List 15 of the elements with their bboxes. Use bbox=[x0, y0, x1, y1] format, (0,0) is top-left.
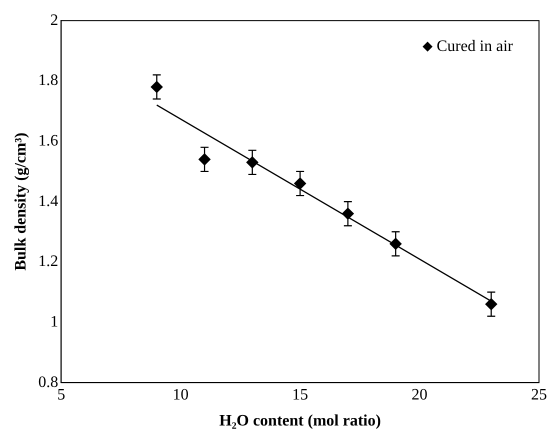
y-tick-label: 1.4 bbox=[38, 192, 58, 210]
x-tick-label: 25 bbox=[531, 386, 547, 404]
x-tick-label: 15 bbox=[292, 386, 308, 404]
y-axis-title: Bulk density (g/cm³) bbox=[12, 132, 30, 271]
y-tick-label: 1 bbox=[50, 313, 58, 330]
y-tick-label: 2 bbox=[50, 12, 58, 29]
legend-label: Cured in air bbox=[436, 38, 514, 55]
x-axis-title: H₂O content (mol ratio) bbox=[219, 412, 381, 430]
y-tick-label: 1.8 bbox=[38, 72, 58, 90]
x-tick-label: 20 bbox=[412, 386, 428, 404]
y-tick-label: 0.8 bbox=[38, 374, 58, 391]
x-tick-label: 10 bbox=[172, 386, 189, 404]
x-tick-label: 5 bbox=[57, 386, 66, 404]
y-tick-label: 1.6 bbox=[38, 132, 58, 150]
y-tick-label: 1.2 bbox=[38, 253, 58, 270]
